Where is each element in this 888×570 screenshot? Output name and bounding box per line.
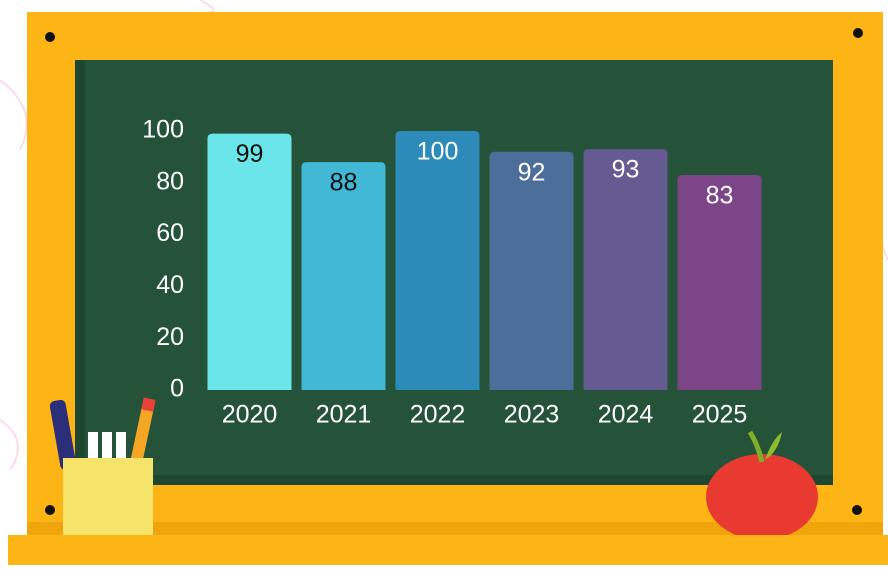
value-label: 93 (612, 156, 640, 184)
value-label: 88 (330, 169, 358, 197)
y-tick-label: 40 (156, 271, 184, 299)
value-label: 83 (706, 182, 734, 210)
x-tick-label: 2022 (410, 401, 466, 429)
x-tick-label: 2021 (316, 401, 372, 429)
screw (45, 32, 55, 42)
y-tick-label: 80 (156, 167, 184, 195)
chart: 0 20 40 60 80 100 2020 99 2021 88 2022 100 2023 92 202… (0, 0, 888, 565)
x-tick-label: 2020 (222, 401, 278, 429)
bar (396, 131, 480, 390)
screw (852, 505, 862, 515)
value-label: 99 (236, 140, 264, 168)
x-tick-label: 2023 (504, 401, 560, 429)
value-label: 92 (518, 158, 546, 186)
board-shadow (75, 60, 85, 485)
page: 0 20 40 60 80 100 2020 99 2021 88 2022 100 2023 92 202… (0, 0, 888, 565)
bar (208, 134, 292, 390)
y-tick-label: 100 (142, 116, 184, 144)
bar (584, 149, 668, 390)
y-tick-label: 0 (170, 375, 184, 403)
y-tick-label: 60 (156, 219, 184, 247)
screw (45, 505, 55, 515)
x-tick-label: 2024 (598, 401, 654, 429)
screw (853, 28, 863, 38)
bar (490, 152, 574, 390)
x-tick-label: 2025 (692, 401, 748, 429)
value-label: 100 (417, 138, 459, 166)
y-tick-label: 20 (156, 323, 184, 351)
